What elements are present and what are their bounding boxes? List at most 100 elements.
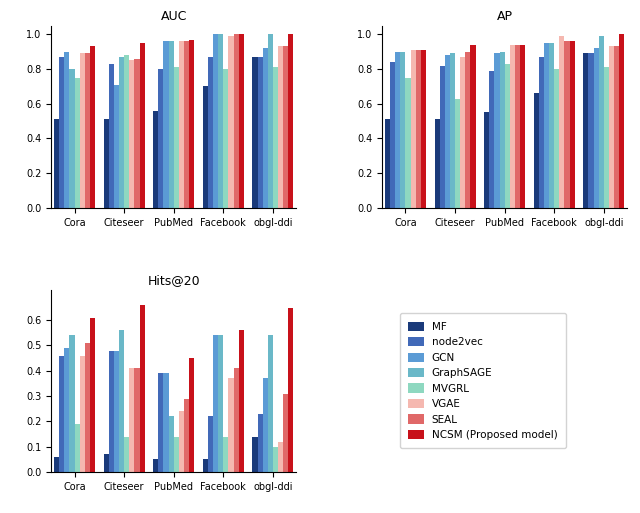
Bar <box>390 62 396 208</box>
Bar <box>239 330 244 472</box>
Bar <box>465 52 470 208</box>
Bar <box>505 64 510 208</box>
Bar <box>75 424 80 472</box>
Bar <box>218 34 223 208</box>
Bar <box>539 57 544 208</box>
Bar <box>554 69 559 208</box>
Bar <box>59 57 64 208</box>
Bar <box>268 34 273 208</box>
Bar <box>223 69 228 208</box>
Title: AUC: AUC <box>161 10 187 23</box>
Bar <box>559 36 564 208</box>
Bar <box>262 48 268 208</box>
Bar <box>257 57 262 208</box>
Bar <box>168 41 173 208</box>
Bar <box>570 41 575 208</box>
Bar <box>598 36 604 208</box>
Bar <box>460 57 465 208</box>
Bar <box>411 50 416 208</box>
Bar <box>153 111 158 208</box>
Bar <box>173 437 179 472</box>
Bar <box>534 93 539 208</box>
Bar <box>203 86 208 208</box>
Bar <box>184 41 189 208</box>
Bar <box>119 57 124 208</box>
Bar <box>510 45 515 208</box>
Bar <box>140 305 145 472</box>
Bar <box>90 47 95 208</box>
Bar <box>489 71 494 208</box>
Bar <box>484 112 489 208</box>
Bar <box>163 373 168 472</box>
Bar <box>435 120 440 208</box>
Bar <box>64 348 70 472</box>
Bar <box>401 52 406 208</box>
Bar <box>593 48 598 208</box>
Bar <box>85 53 90 208</box>
Bar <box>470 45 476 208</box>
Bar <box>213 336 218 472</box>
Bar <box>416 50 421 208</box>
Bar <box>228 379 234 472</box>
Bar <box>70 69 75 208</box>
Bar <box>203 459 208 472</box>
Bar <box>406 77 411 208</box>
Bar <box>440 66 445 208</box>
Bar <box>179 411 184 472</box>
Bar <box>104 454 109 472</box>
Bar <box>168 416 173 472</box>
Bar <box>614 47 620 208</box>
Bar <box>450 53 455 208</box>
Bar <box>179 41 184 208</box>
Bar <box>520 45 525 208</box>
Bar <box>80 356 85 472</box>
Bar <box>54 457 59 472</box>
Bar <box>455 98 460 208</box>
Bar <box>80 53 85 208</box>
Bar <box>64 52 70 208</box>
Bar <box>583 53 588 208</box>
Bar <box>218 336 223 472</box>
Bar <box>257 414 262 472</box>
Bar <box>549 43 554 208</box>
Bar <box>54 120 59 208</box>
Bar <box>588 53 593 208</box>
Bar <box>223 437 228 472</box>
Bar <box>609 47 614 208</box>
Bar <box>234 368 239 472</box>
Bar <box>252 437 257 472</box>
Bar <box>620 34 625 208</box>
Bar <box>268 336 273 472</box>
Bar <box>114 85 119 208</box>
Bar <box>90 318 95 472</box>
Bar <box>278 47 283 208</box>
Bar <box>70 336 75 472</box>
Bar <box>85 343 90 472</box>
Bar <box>208 416 213 472</box>
Bar <box>515 45 520 208</box>
Bar <box>124 437 129 472</box>
Bar <box>289 34 294 208</box>
Bar <box>445 55 450 208</box>
Bar <box>158 69 163 208</box>
Bar <box>158 373 163 472</box>
Bar <box>262 379 268 472</box>
Bar <box>396 52 401 208</box>
Bar <box>239 34 244 208</box>
Bar <box>283 47 289 208</box>
Bar <box>134 368 140 472</box>
Bar <box>140 43 145 208</box>
Bar <box>75 77 80 208</box>
Bar <box>129 368 134 472</box>
Bar <box>134 58 140 208</box>
Bar <box>114 350 119 472</box>
Bar <box>119 330 124 472</box>
Bar <box>234 34 239 208</box>
Bar <box>189 40 195 208</box>
Bar <box>109 64 114 208</box>
Bar <box>252 57 257 208</box>
Bar <box>208 57 213 208</box>
Bar <box>109 350 114 472</box>
Bar <box>499 52 505 208</box>
Bar <box>544 43 549 208</box>
